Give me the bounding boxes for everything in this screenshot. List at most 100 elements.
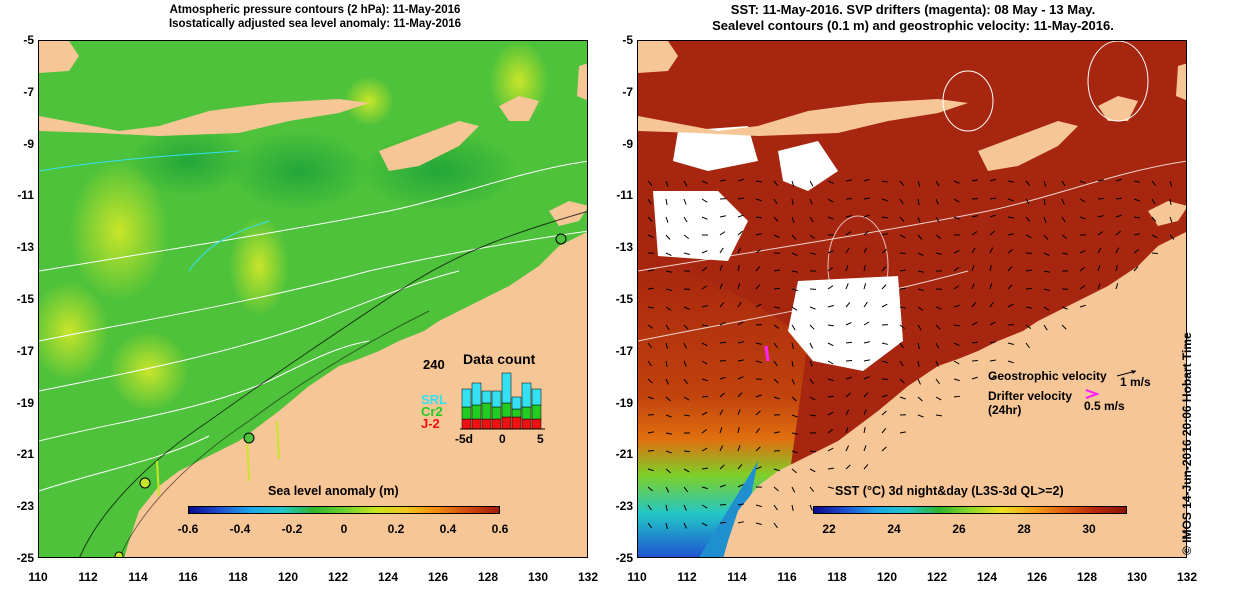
velocity-arrow: [971, 283, 975, 290]
velocity-arrow: [899, 234, 906, 239]
velocity-arrow: [791, 450, 798, 454]
velocity-arrow: [971, 215, 978, 218]
velocity-arrow: [755, 342, 762, 345]
velocity-arrow: [773, 269, 780, 272]
x-axis-tick: 120: [876, 570, 898, 584]
data-count-bar-segment: [511, 396, 522, 410]
velocity-arrow: [701, 285, 708, 290]
velocity-arrow: [1043, 324, 1048, 331]
x-axis-tick: 124: [377, 570, 399, 584]
velocity-arrow: [755, 323, 763, 326]
velocity-arrow: [899, 396, 906, 400]
velocity-arrow: [863, 283, 867, 290]
velocity-arrow: [1169, 234, 1175, 240]
data-count-bar-segment: [471, 382, 482, 406]
velocity-arrow: [719, 464, 725, 470]
velocity-arrow: [989, 341, 996, 344]
velocity-arrow: [719, 247, 724, 254]
velocity-arrow: [1025, 342, 1030, 349]
velocity-arrow: [1025, 287, 1033, 290]
velocity-arrow: [989, 283, 993, 290]
velocity-arrow: [755, 233, 762, 236]
velocity-arrow: [1079, 266, 1086, 272]
velocity-arrow: [737, 427, 740, 434]
sea-level-colorbar-title: Sea level anomaly (m): [268, 484, 399, 498]
velocity-arrow: [719, 215, 726, 218]
velocity-arrow: [701, 198, 708, 203]
velocity-arrow: [1079, 285, 1086, 290]
velocity-arrow: [665, 378, 669, 385]
velocity-arrow: [1007, 216, 1015, 219]
data-count-bar-segment: [511, 408, 522, 418]
velocity-arrow: [809, 324, 815, 330]
velocity-arrow: [755, 180, 763, 183]
velocity-arrow: [791, 306, 798, 311]
data-count-bar-segment: [531, 404, 542, 420]
velocity-arrow: [665, 522, 668, 529]
velocity-arrow: [845, 321, 852, 326]
velocity-arrow: [791, 252, 798, 257]
velocity-arrow: [665, 360, 668, 367]
velocity-arrow: [683, 378, 688, 385]
velocity-arrow: [827, 324, 835, 327]
sea-level-map[interactable]: [38, 40, 588, 558]
velocity-arrow: [863, 359, 870, 362]
velocity-arrow: [665, 306, 672, 311]
sea-level-colorbar-tick: -0.2: [281, 522, 303, 536]
velocity-arrow: [701, 504, 708, 509]
y-axis-tick: -9: [622, 136, 633, 151]
velocity-arrow: [1115, 230, 1121, 236]
data-count-bar-segment: [501, 372, 512, 404]
velocity-arrow: [809, 378, 814, 385]
x-axis-tick: 132: [577, 570, 599, 584]
x-axis-tick: 130: [1126, 570, 1148, 584]
data-count-bar-segment: [491, 418, 502, 430]
velocity-arrow: [773, 198, 778, 205]
velocity-arrow: [719, 231, 726, 236]
velocity-arrow: [1115, 178, 1122, 182]
velocity-arrow: [989, 214, 996, 218]
velocity-arrow: [683, 324, 689, 330]
velocity-arrow: [1007, 360, 1014, 364]
y-axis-tick: -7: [23, 84, 34, 99]
y-axis-tick: -17: [615, 343, 633, 358]
velocity-arrow: [953, 198, 960, 203]
velocity-arrow: [737, 483, 744, 488]
velocity-arrow: [791, 396, 797, 402]
sea-level-colorbar-tick: 0.4: [439, 522, 457, 536]
velocity-arrow: [953, 250, 960, 254]
velocity-arrow: [809, 396, 816, 401]
velocity-arrow: [1169, 198, 1172, 205]
x-axis-tick: 110: [627, 570, 647, 584]
velocity-arrow: [863, 265, 866, 272]
velocity-arrow: [1151, 198, 1156, 205]
sat-cr2-label: Cr2: [421, 404, 443, 419]
velocity-arrow: [827, 486, 834, 490]
velocity-arrow: [989, 376, 996, 380]
velocity-arrow: [1115, 214, 1122, 218]
velocity-arrow: [953, 342, 960, 347]
y-axis-tick: -19: [615, 395, 633, 410]
velocity-arrow: [665, 234, 671, 240]
data-count-tick-minus5: -5d: [455, 432, 473, 446]
velocity-arrow: [917, 360, 920, 367]
velocity-arrow: [935, 414, 943, 417]
velocity-arrow: [989, 321, 996, 326]
x-axis-tick: 112: [677, 570, 697, 584]
velocity-arrow: [719, 321, 726, 326]
velocity-arrow: [791, 468, 797, 474]
velocity-arrow: [719, 521, 727, 524]
velocity-arrow: [701, 180, 708, 184]
sst-map[interactable]: [637, 40, 1187, 558]
velocity-arrow: [989, 265, 992, 272]
velocity-arrow: [845, 376, 852, 380]
y-axis-tick: -9: [23, 136, 34, 151]
velocity-arrow: [665, 432, 672, 435]
velocity-arrow: [881, 198, 888, 202]
velocity-arrow: [1007, 342, 1014, 346]
velocity-arrow: [845, 341, 853, 344]
velocity-arrow: [953, 378, 960, 382]
velocity-arrow: [809, 504, 813, 511]
x-axis-tick: 122: [926, 570, 948, 584]
velocity-arrow: [827, 411, 834, 416]
